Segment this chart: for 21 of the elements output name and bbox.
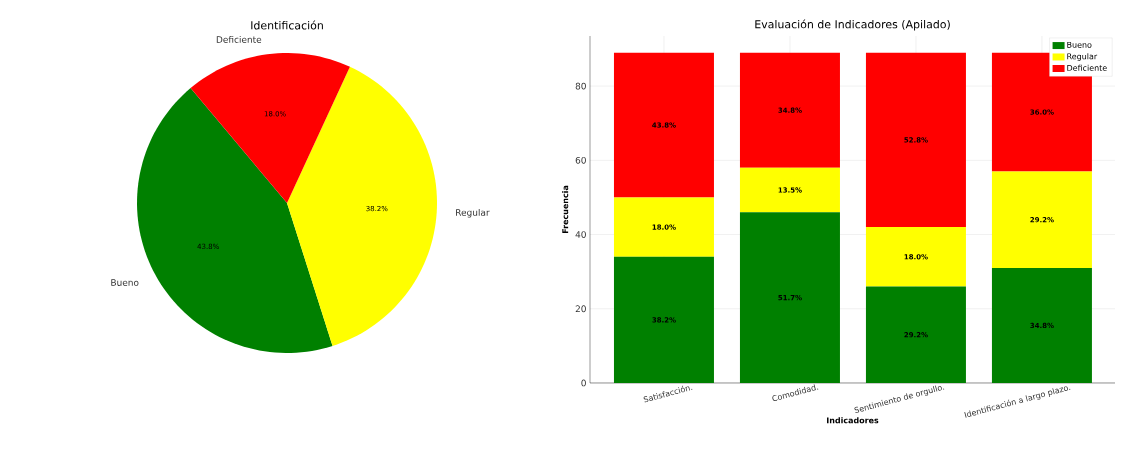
- bar: [865, 227, 966, 287]
- bar: [865, 286, 966, 383]
- bar: [991, 267, 1092, 383]
- bar: [991, 171, 1092, 268]
- y-tick-label: 40: [575, 231, 586, 238]
- y-tick-label: 60: [575, 156, 586, 164]
- y-tick-label: 20: [575, 305, 586, 313]
- bar: [865, 52, 966, 228]
- slice-label: Deficiente: [216, 35, 262, 43]
- bar: [613, 256, 714, 383]
- slice-label: Regular: [456, 208, 490, 218]
- bar: [739, 167, 840, 213]
- chart-title: Evaluación de Indicadores (Apilado): [755, 19, 950, 31]
- chart-title: Identificación: [251, 20, 323, 30]
- bar: [613, 197, 714, 257]
- slice-label: Bueno: [111, 279, 139, 286]
- bar: [739, 52, 840, 168]
- y-tick-label: 80: [575, 82, 586, 90]
- y-tick-label: 0: [581, 379, 586, 387]
- bar: [613, 52, 714, 198]
- bar: [739, 212, 840, 383]
